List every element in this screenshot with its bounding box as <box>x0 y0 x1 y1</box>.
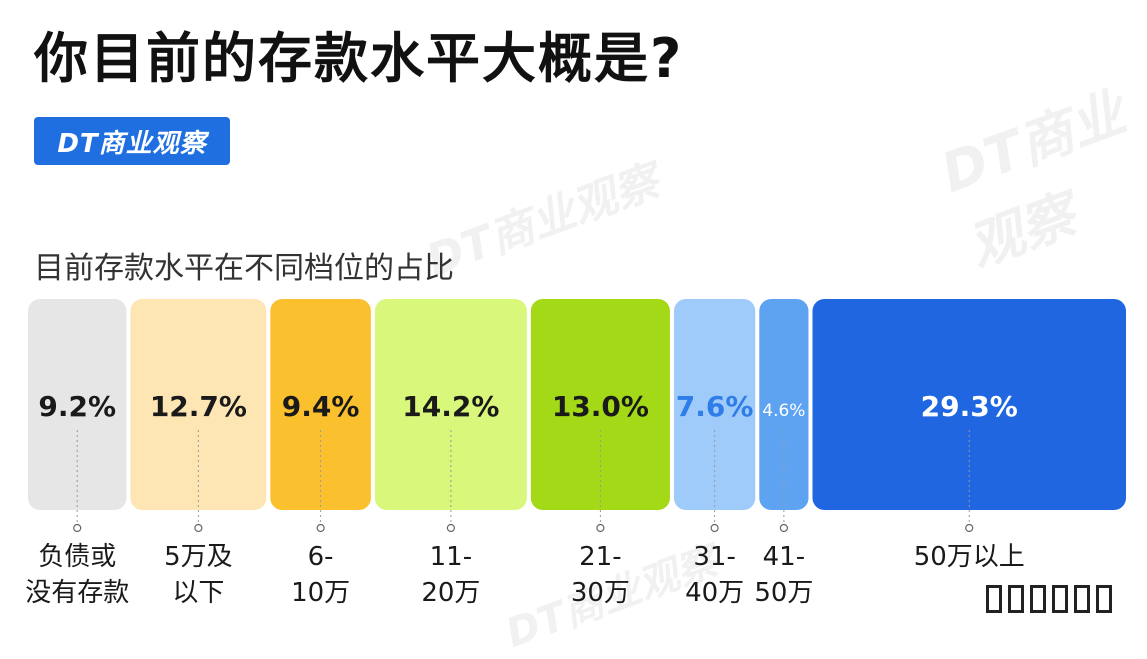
data-label: 29.3% <box>921 390 1018 423</box>
bar-segment <box>270 299 371 510</box>
leader-dot <box>316 523 325 533</box>
qr-code-icon <box>986 585 1126 617</box>
leader-dot <box>965 523 974 533</box>
data-label: 4.6% <box>762 401 805 421</box>
bar-segment <box>28 299 127 510</box>
category-label: 6-10万 <box>291 542 350 608</box>
chart-subtitle: 目前存款水平在不同档位的占比 <box>34 251 454 286</box>
data-label: 9.4% <box>282 390 360 423</box>
data-label: 14.2% <box>402 390 499 423</box>
brand-logo: DT商业观察 <box>34 117 230 165</box>
leader-dot <box>73 523 82 533</box>
bar-segment <box>130 299 267 510</box>
category-label: 21-30万 <box>571 542 630 608</box>
category-label: 5万及以下 <box>164 542 233 608</box>
category-label: 50万以上 <box>914 542 1025 572</box>
leader-dot <box>596 523 605 533</box>
page-title: 你目前的存款水平大概是? <box>34 27 684 90</box>
data-label: 7.6% <box>676 390 754 423</box>
data-label: 9.2% <box>38 390 116 423</box>
leader-dot <box>779 523 788 533</box>
category-label: 31-40万 <box>685 542 744 608</box>
bar-segment <box>759 299 809 510</box>
data-label: 13.0% <box>552 390 649 423</box>
data-label: 12.7% <box>150 390 247 423</box>
bar-segment <box>530 299 670 510</box>
bar-segment <box>673 299 756 510</box>
category-label: 11-20万 <box>421 542 480 608</box>
category-label: 负债或没有存款 <box>25 542 129 608</box>
bar-segment <box>374 299 527 510</box>
category-label: 41-50万 <box>754 542 813 608</box>
leader-dot <box>446 523 455 533</box>
leader-dot <box>194 523 203 533</box>
stacked-share-chart: 9.2% 负债或没有存款 12.7% 5万及以下 9.4% 6-10万 14.2% 11-20… <box>25 299 1126 608</box>
leader-dot <box>710 523 719 533</box>
bar-segment <box>812 299 1126 510</box>
